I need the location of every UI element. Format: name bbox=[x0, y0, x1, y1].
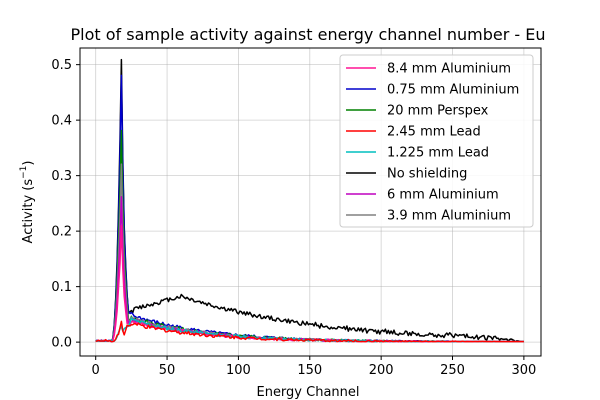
series-layer bbox=[95, 58, 524, 343]
series-line-6 bbox=[95, 58, 524, 343]
x-tick-label: 0 bbox=[92, 363, 100, 378]
x-tick-label: 150 bbox=[297, 363, 322, 378]
legend-label-4: 2.45 mm Lead bbox=[387, 125, 481, 140]
y-axis-label-close: ) bbox=[21, 161, 36, 166]
y-tick-label: 0.4 bbox=[51, 114, 72, 129]
y-axis-label: Activity (s−1) bbox=[19, 161, 36, 244]
y-axis-label-main: Activity (s bbox=[21, 179, 36, 244]
legend-label-7: 6 mm Aluminium bbox=[387, 188, 499, 203]
legend: 8.4 mm Aluminium 0.75 mm Aluminium 20 mm P… bbox=[339, 54, 534, 228]
legend-label-2: 0.75 mm Aluminium bbox=[387, 83, 519, 98]
legend-label-6: No shielding bbox=[387, 167, 467, 182]
x-tick-label: 300 bbox=[511, 363, 536, 378]
legend-label-5: 1.225 mm Lead bbox=[387, 146, 489, 161]
x-axis: 0 50 100 150 200 250 300 bbox=[92, 356, 536, 378]
chart-title: Plot of sample activity against energy c… bbox=[71, 25, 546, 44]
plot-frame bbox=[79, 47, 542, 357]
x-tick-label: 250 bbox=[440, 363, 465, 378]
y-axis-label-superscript: −1 bbox=[19, 166, 29, 179]
x-tick-label: 200 bbox=[369, 363, 394, 378]
y-tick-label: 0.0 bbox=[51, 336, 72, 351]
x-axis-label: Energy Channel bbox=[256, 385, 359, 400]
legend-label-8: 3.9 mm Aluminium bbox=[387, 209, 511, 224]
legend-label-1: 8.4 mm Aluminium bbox=[387, 62, 511, 77]
y-axis: 0.0 0.1 0.2 0.3 0.4 0.5 bbox=[51, 58, 80, 351]
x-tick-label: 100 bbox=[226, 363, 251, 378]
y-tick-label: 0.1 bbox=[51, 280, 72, 295]
legend-box bbox=[339, 54, 534, 228]
x-tick-label: 50 bbox=[159, 363, 176, 378]
y-tick-label: 0.5 bbox=[51, 58, 72, 73]
legend-label-3: 20 mm Perspex bbox=[387, 104, 489, 119]
y-tick-label: 0.3 bbox=[51, 169, 72, 184]
y-tick-label: 0.2 bbox=[51, 225, 72, 240]
series-line-4 bbox=[95, 320, 524, 343]
